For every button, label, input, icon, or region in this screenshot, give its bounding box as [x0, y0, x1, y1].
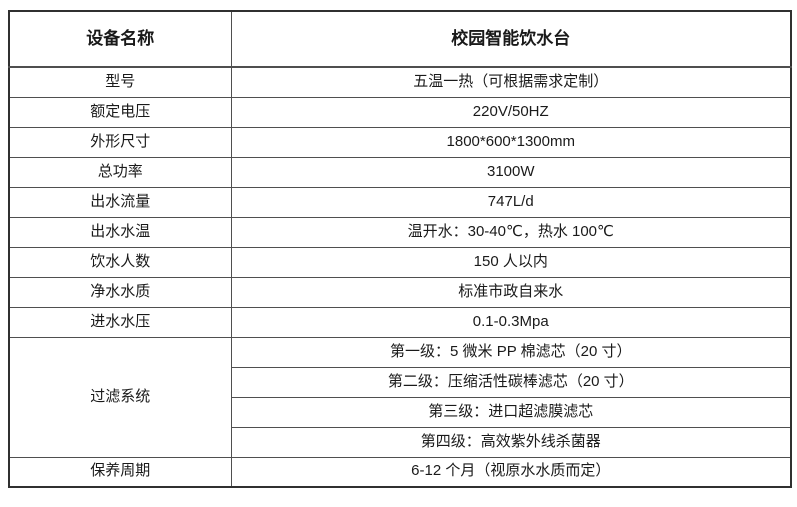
table-header-row: 设备名称 校园智能饮水台: [8, 10, 792, 68]
table-row-voltage: 额定电压 220V/50HZ: [8, 96, 792, 128]
spec-value: 1800*600*1300mm: [230, 126, 792, 158]
filter-stage-value: 第一级：5 微米 PP 棉滤芯（20 寸）: [230, 336, 792, 368]
device-spec-table: 设备名称 校园智能饮水台 型号 五温一热（可根据需求定制） 额定电压 220V/…: [8, 10, 792, 488]
spec-value: 0.1-0.3Mpa: [230, 306, 792, 338]
filter-stage-value: 第三级：进口超滤膜滤芯: [230, 396, 792, 428]
table-row-filter-stage-1: 过滤系统 第一级：5 微米 PP 棉滤芯（20 寸）: [8, 336, 792, 458]
table-row-power: 总功率 3100W: [8, 156, 792, 188]
spec-value: 3100W: [230, 156, 792, 188]
spec-table-container: 设备名称 校园智能饮水台 型号 五温一热（可根据需求定制） 额定电压 220V/…: [8, 10, 792, 488]
table-row-dimensions: 外形尺寸 1800*600*1300mm: [8, 126, 792, 158]
spec-label-filter-system: 过滤系统: [8, 336, 232, 458]
spec-value: 6-12 个月（视原水水质而定）: [230, 456, 792, 488]
spec-label: 进水水压: [8, 306, 232, 338]
spec-value: 747L/d: [230, 186, 792, 218]
spec-label: 饮水人数: [8, 246, 232, 278]
table-row-water-temp: 出水水温 温开水：30-40℃，热水 100℃: [8, 216, 792, 248]
table-row-maintenance-cycle: 保养周期 6-12 个月（视原水水质而定）: [8, 456, 792, 488]
spec-value: 五温一热（可根据需求定制）: [230, 66, 792, 98]
table-row-model: 型号 五温一热（可根据需求定制）: [8, 66, 792, 98]
spec-label: 型号: [8, 66, 232, 98]
header-value-product-name: 校园智能饮水台: [230, 10, 792, 68]
spec-label: 净水水质: [8, 276, 232, 308]
table-row-flow-rate: 出水流量 747L/d: [8, 186, 792, 218]
header-label-device-name: 设备名称: [8, 10, 232, 68]
filter-stage-value: 第四级：高效紫外线杀菌器: [230, 426, 792, 458]
spec-label: 出水水温: [8, 216, 232, 248]
spec-label: 额定电压: [8, 96, 232, 128]
table-row-filter-stage-2: 第二级：压缩活性碳棒滤芯（20 寸）: [9, 366, 792, 398]
table-row-water-quality: 净水水质 标准市政自来水: [8, 276, 792, 308]
filter-stage-value: 第二级：压缩活性碳棒滤芯（20 寸）: [230, 366, 792, 398]
spec-label: 外形尺寸: [8, 126, 232, 158]
table-row-user-capacity: 饮水人数 150 人以内: [8, 246, 792, 278]
spec-label: 保养周期: [8, 456, 232, 488]
spec-value: 150 人以内: [230, 246, 792, 278]
table-row-inlet-pressure: 进水水压 0.1-0.3Mpa: [8, 306, 792, 338]
spec-value: 标准市政自来水: [230, 276, 792, 308]
spec-label: 出水流量: [8, 186, 232, 218]
spec-label: 总功率: [8, 156, 232, 188]
spec-value: 220V/50HZ: [230, 96, 792, 128]
spec-value: 温开水：30-40℃，热水 100℃: [230, 216, 792, 248]
